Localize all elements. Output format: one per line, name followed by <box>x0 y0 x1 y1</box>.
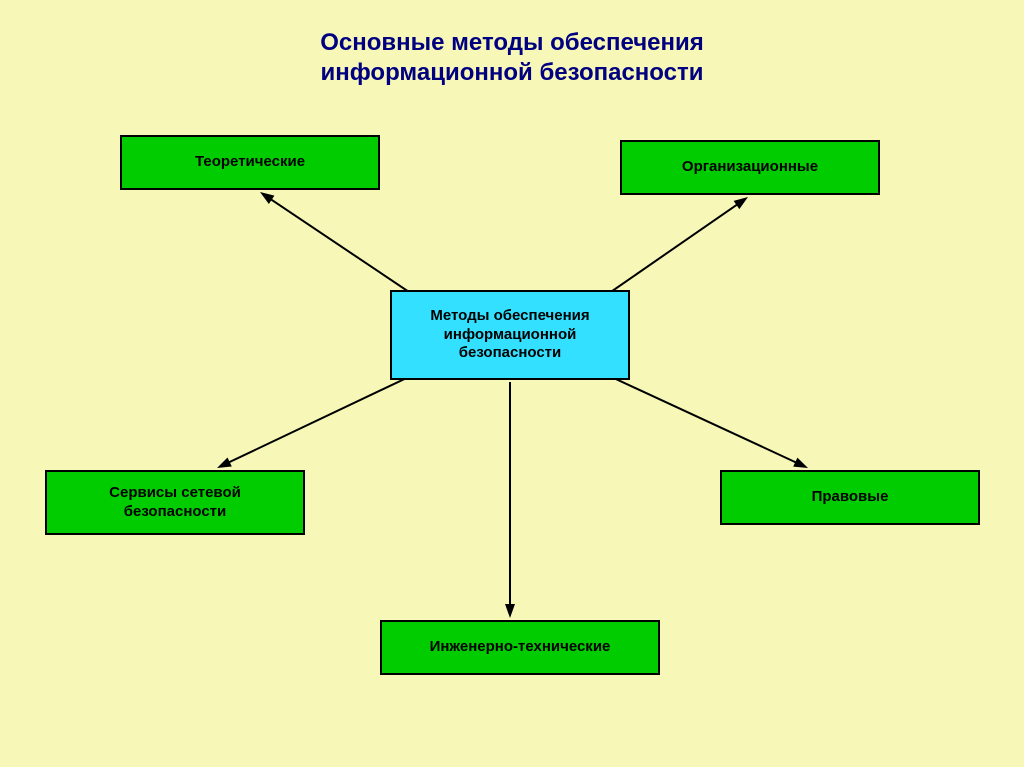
edge-2 <box>225 374 415 464</box>
diagram-canvas: Основные методы обеспечения информационн… <box>0 0 1024 767</box>
node-center: Методы обеспечения информационной безопа… <box>390 290 630 380</box>
edge-3 <box>605 374 800 464</box>
node-engineering: Инженерно-технические <box>380 620 660 675</box>
diagram-title: Основные методы обеспечения информационн… <box>0 28 1024 88</box>
node-network: Сервисы сетевой безопасности <box>45 470 305 535</box>
arrowhead-2 <box>217 457 232 468</box>
arrowhead-1 <box>734 197 748 209</box>
edge-0 <box>267 197 415 296</box>
arrowhead-3 <box>793 458 808 468</box>
node-theoretical: Теоретические <box>120 135 380 190</box>
node-organizational: Организационные <box>620 140 880 195</box>
arrowhead-0 <box>260 192 274 204</box>
node-legal: Правовые <box>720 470 980 525</box>
edge-1 <box>605 202 741 296</box>
arrowhead-4 <box>505 604 515 618</box>
